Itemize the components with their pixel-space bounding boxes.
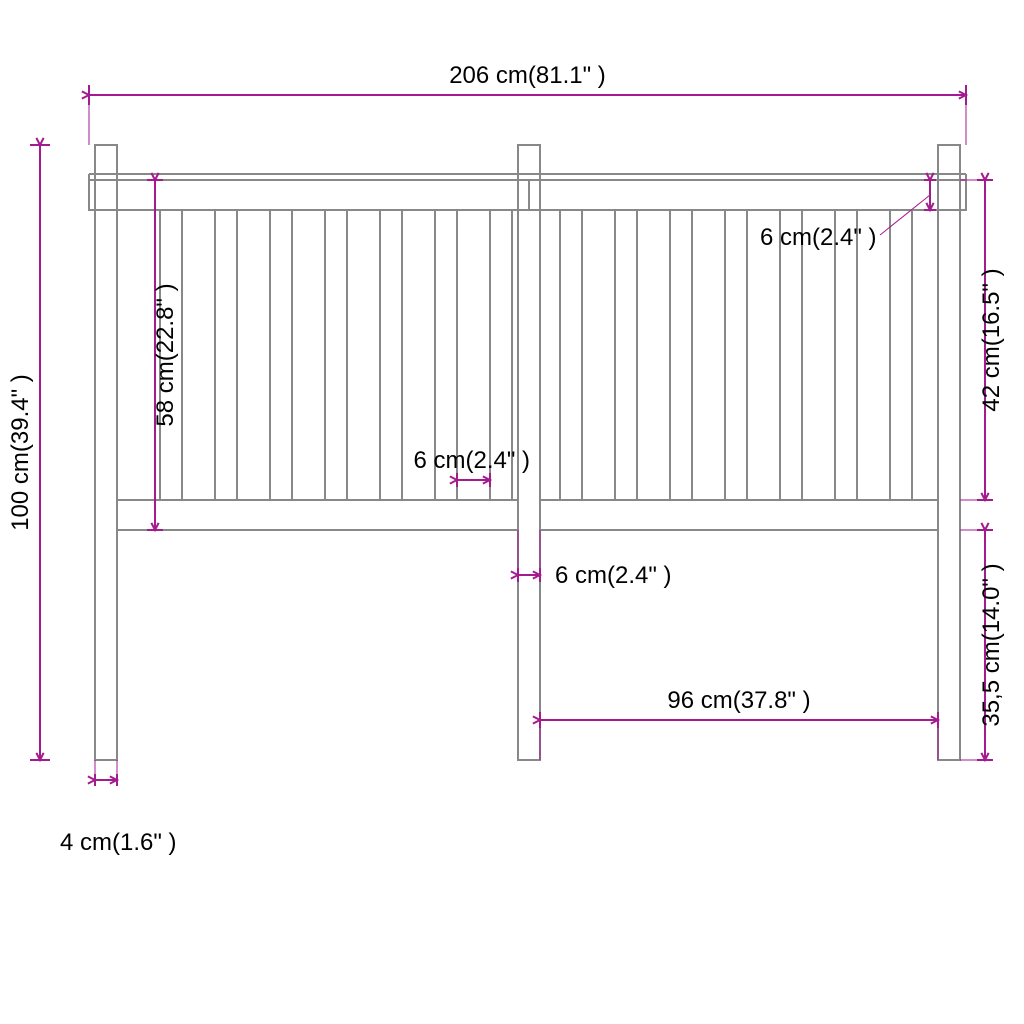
- headboard-diagram: 206 cm(81.1" ) 100 cm(39.4" ) 58 cm(22.8" …: [0, 0, 1024, 1024]
- svg-text:6 cm(2.4" ): 6 cm(2.4" ): [760, 224, 877, 251]
- svg-text:42 cm(16.5" ): 42 cm(16.5" ): [978, 268, 1005, 411]
- svg-text:206 cm(81.1" ): 206 cm(81.1" ): [449, 62, 606, 89]
- svg-text:4 cm(1.6" ): 4 cm(1.6" ): [60, 829, 177, 856]
- svg-text:6 cm(2.4" ): 6 cm(2.4" ): [555, 562, 672, 589]
- svg-text:6 cm(2.4" ): 6 cm(2.4" ): [414, 447, 531, 474]
- svg-text:35,5 cm(14.0" ): 35,5 cm(14.0" ): [978, 563, 1005, 726]
- svg-text:96 cm(37.8" ): 96 cm(37.8" ): [667, 687, 810, 714]
- svg-text:100 cm(39.4" ): 100 cm(39.4" ): [7, 374, 34, 531]
- svg-text:58 cm(22.8" ): 58 cm(22.8" ): [152, 283, 179, 426]
